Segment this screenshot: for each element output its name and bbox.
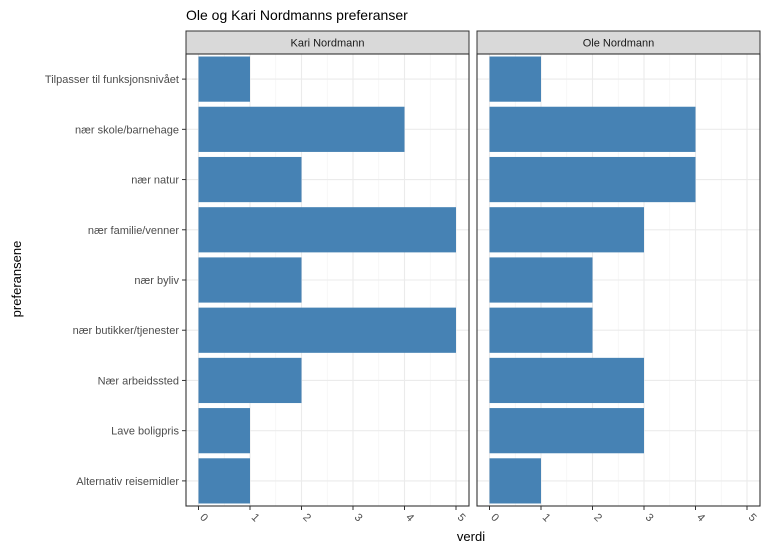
strip-label: Kari Nordmann	[291, 38, 365, 50]
x-tick-label: 2	[591, 511, 604, 524]
bar	[489, 56, 541, 102]
y-tick-label: Tilpasser til funksjonsnivået	[45, 74, 179, 86]
x-tick-label: 1	[249, 511, 262, 524]
bar	[489, 207, 644, 253]
panel-border	[476, 53, 761, 507]
x-tick-label: 3	[643, 511, 656, 524]
panel: Kari Nordmann 0 1 2 3 4 5	[185, 30, 470, 524]
x-tick-label: 5	[455, 511, 468, 524]
y-tick-label: Alternativ reisemidler	[76, 476, 179, 488]
y-tick-label: nær byliv	[134, 275, 179, 287]
x-axis-title: verdi	[457, 529, 485, 544]
bar	[198, 458, 250, 504]
strip-label: Ole Nordmann	[583, 38, 655, 50]
bar	[198, 408, 250, 454]
y-tick-label: nær butikker/tjenester	[73, 325, 180, 337]
bar	[198, 357, 302, 404]
bar	[198, 257, 302, 303]
y-tick-label: Lave boligpris	[111, 426, 179, 438]
y-axis-title: preferansene	[9, 241, 24, 318]
y-tick-label: Nær arbeidssted	[98, 375, 179, 387]
bar	[489, 357, 644, 404]
x-tick-label: 4	[694, 511, 707, 524]
bar	[489, 156, 696, 203]
bar	[489, 458, 541, 504]
x-tick-label: 0	[488, 511, 501, 524]
bar	[198, 207, 456, 253]
chart-title: Ole og Kari Nordmanns preferanser	[186, 7, 408, 23]
x-tick-label: 0	[197, 511, 210, 524]
bar	[489, 307, 593, 353]
bar	[489, 106, 696, 152]
y-tick-label: nær natur	[131, 175, 179, 187]
x-tick-label: 2	[300, 511, 313, 524]
bar	[198, 156, 302, 203]
bar	[198, 307, 456, 353]
x-tick-label: 1	[540, 511, 553, 524]
panel: Ole Nordmann 0 1 2 3 4 5	[476, 30, 761, 524]
panels: Kari Nordmann 0 1 2 3 4 5 Ole Nordmann 0 1 2 3 4 5	[185, 30, 761, 524]
y-tick-label: nær familie/venner	[88, 225, 179, 237]
x-tick-label: 4	[403, 511, 416, 524]
y-tick-labels: Tilpasser til funksjonsnivået nær skole/b…	[45, 74, 186, 488]
bar	[489, 408, 644, 454]
x-tick-label: 3	[352, 511, 365, 524]
x-tick-label: 5	[746, 511, 759, 524]
bar	[198, 106, 405, 152]
y-tick-label: nær skole/barnehage	[75, 124, 179, 136]
bar	[198, 56, 250, 102]
bar	[489, 257, 593, 303]
